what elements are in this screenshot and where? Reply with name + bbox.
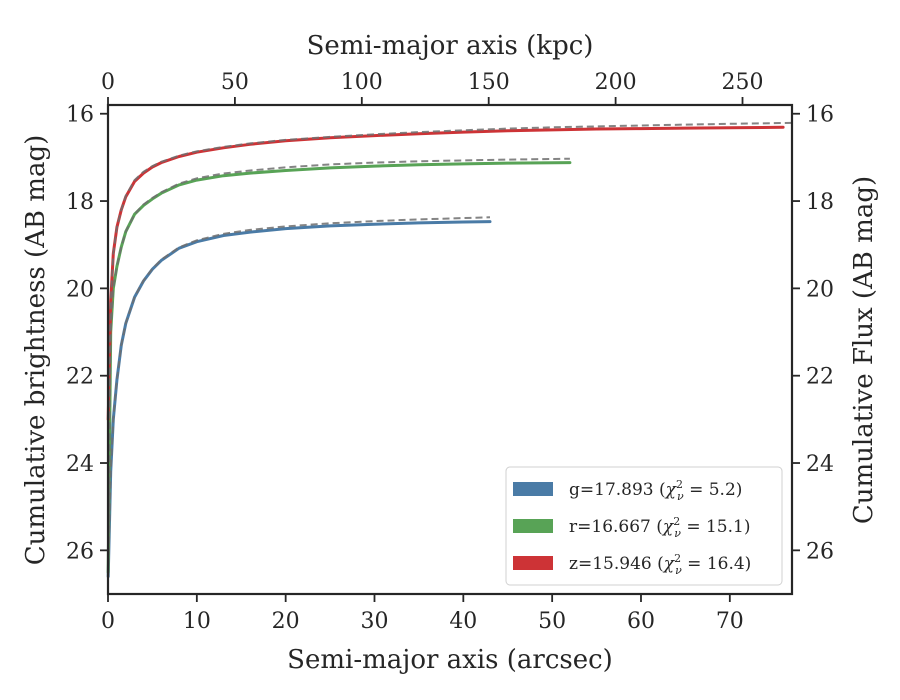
x2-axis-label: Semi-major axis (kpc) (307, 31, 594, 61)
y2-tick-label: 16 (806, 103, 834, 128)
y2-tick-label: 20 (806, 277, 834, 302)
x-tick-label: 70 (716, 609, 744, 634)
x-tick-label: 20 (272, 609, 300, 634)
x2-tick-label: 50 (221, 70, 249, 95)
legend-label-z: z=15.946 (χ2 ν = 16.4) (569, 552, 751, 577)
x-tick-label: 30 (360, 609, 388, 634)
y-axis-ticks: 16 18 20 22 24 26 (66, 103, 108, 564)
x-axis-label: Semi-major axis (arcsec) (287, 645, 613, 675)
y2-tick-label: 26 (806, 539, 834, 564)
legend-swatch-g (513, 482, 553, 496)
x-tick-label: 60 (627, 609, 655, 634)
plot-frame (106, 103, 794, 596)
y-tick-label: 16 (66, 103, 94, 128)
legend: g=17.893 (χ2 ν = 5.2) r=16.667 (χ2 ν = 15.1… (505, 466, 783, 586)
x2-tick-label: 100 (341, 70, 383, 95)
x-axis-ticks: 0 10 20 30 40 50 60 70 (101, 594, 744, 634)
y-tick-label: 26 (66, 539, 94, 564)
x2-tick-label: 200 (595, 70, 637, 95)
x-tick-label: 50 (538, 609, 566, 634)
series-model-z (107, 121, 793, 420)
x2-axis-ticks: 0 50 100 150 200 250 (101, 70, 764, 105)
x-tick-label: 0 (101, 609, 115, 634)
x2-tick-label: 250 (722, 70, 764, 95)
x-tick-label: 40 (449, 609, 477, 634)
y2-axis-ticks: 16 18 20 22 24 26 (792, 103, 834, 564)
y2-tick-label: 22 (806, 365, 834, 390)
series-model-r (107, 157, 570, 573)
series-line-r (106, 161, 572, 574)
y-tick-label: 22 (66, 365, 94, 390)
legend-swatch-z (513, 556, 553, 570)
y2-axis-label: Cumulative Flux (AB mag) (849, 176, 879, 524)
legend-label-g: g=17.893 (χ2 ν = 5.2) (569, 478, 742, 503)
y-tick-label: 18 (66, 190, 94, 215)
y2-tick-label: 24 (806, 452, 834, 477)
series-line-z (106, 125, 785, 421)
y-tick-label: 24 (66, 452, 94, 477)
series-model-g (107, 216, 491, 577)
legend-swatch-r (513, 519, 553, 533)
y2-tick-label: 18 (806, 190, 834, 215)
legend-label-r: r=16.667 (χ2 ν = 15.1) (569, 515, 750, 540)
x2-tick-label: 0 (101, 70, 115, 95)
y-tick-label: 20 (66, 277, 94, 302)
x-tick-label: 10 (183, 609, 211, 634)
legend-box (505, 466, 783, 586)
y-axis-label: Cumulative brightness (AB mag) (21, 135, 51, 566)
series-line-g (106, 220, 492, 578)
x2-tick-label: 150 (468, 70, 510, 95)
curves-layer (106, 121, 793, 578)
